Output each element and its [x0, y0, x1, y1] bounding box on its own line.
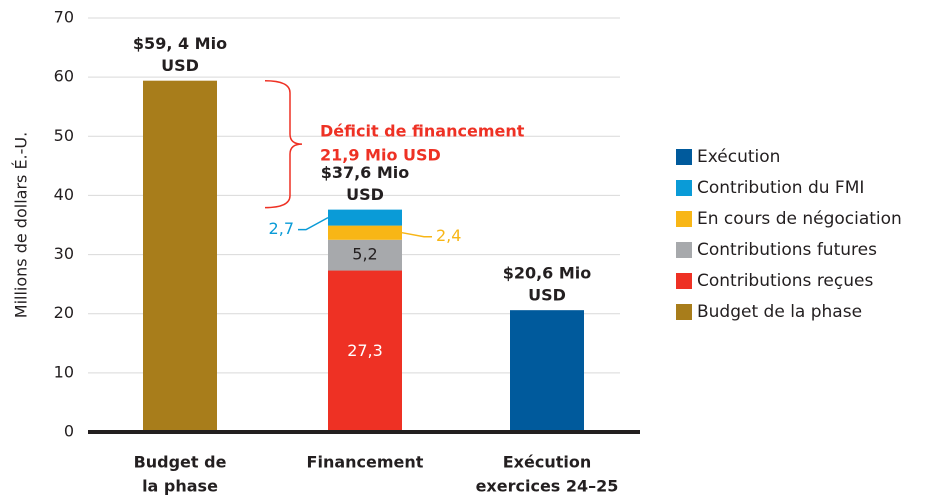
- x-tick-label: la phase: [142, 477, 218, 496]
- y-tick-label: 40: [54, 185, 74, 204]
- y-tick-label: 0: [64, 422, 74, 441]
- legend-swatch: [676, 180, 692, 196]
- bar-segment: [328, 270, 402, 432]
- legend-label: Budget de la phase: [697, 302, 862, 322]
- y-tick-label: 70: [54, 8, 74, 27]
- legend-swatch: [676, 242, 692, 258]
- total-label: USD: [346, 185, 384, 204]
- bar-segment: [510, 310, 584, 432]
- total-label: $20,6 Mio: [503, 264, 592, 283]
- total-label: USD: [528, 286, 566, 305]
- total-label: USD: [161, 56, 199, 75]
- value-label: 27,3: [347, 341, 383, 360]
- total-label: $37,6 Mio: [321, 163, 410, 182]
- x-tick-label: Financement: [307, 453, 424, 472]
- x-tick-label: exercices 24–25: [476, 477, 619, 496]
- leader-line: [401, 231, 432, 238]
- x-tick-label: Exécution: [503, 453, 592, 472]
- total-label: $59, 4 Mio: [133, 34, 227, 53]
- value-label: 2,7: [269, 219, 294, 238]
- legend-label: Contributions futures: [697, 240, 877, 260]
- bar-segment: [143, 80, 217, 432]
- legend-label: Contributions reçues: [697, 271, 873, 291]
- annotation: Déficit de financement: [320, 122, 525, 141]
- y-tick-label: 60: [54, 67, 74, 86]
- bracket: [264, 79, 303, 209]
- legend-swatch: [676, 149, 692, 165]
- bar-segment: [328, 225, 402, 240]
- legend-label: En cours de négociation: [697, 209, 902, 229]
- bar-segment: [328, 239, 402, 271]
- y-tick-label: 50: [54, 126, 74, 145]
- y-tick-label: 20: [54, 303, 74, 322]
- value-label: 5,2: [352, 245, 377, 264]
- legend-swatch: [676, 211, 692, 227]
- x-tick-label: Budget de: [134, 453, 227, 472]
- y-tick-label: 30: [54, 244, 74, 263]
- legend-swatch: [676, 304, 692, 320]
- y-axis-label: Millions de dollars É.-U.: [12, 132, 31, 318]
- bar-segment: [328, 209, 402, 226]
- value-label: 2,4: [436, 226, 461, 245]
- leader-line: [298, 216, 329, 231]
- y-tick-label: 10: [54, 362, 74, 381]
- annotation: 21,9 Mio USD: [320, 146, 441, 165]
- legend-label: Exécution: [697, 147, 780, 167]
- legend-swatch: [676, 273, 692, 289]
- legend-label: Contribution du FMI: [697, 178, 864, 198]
